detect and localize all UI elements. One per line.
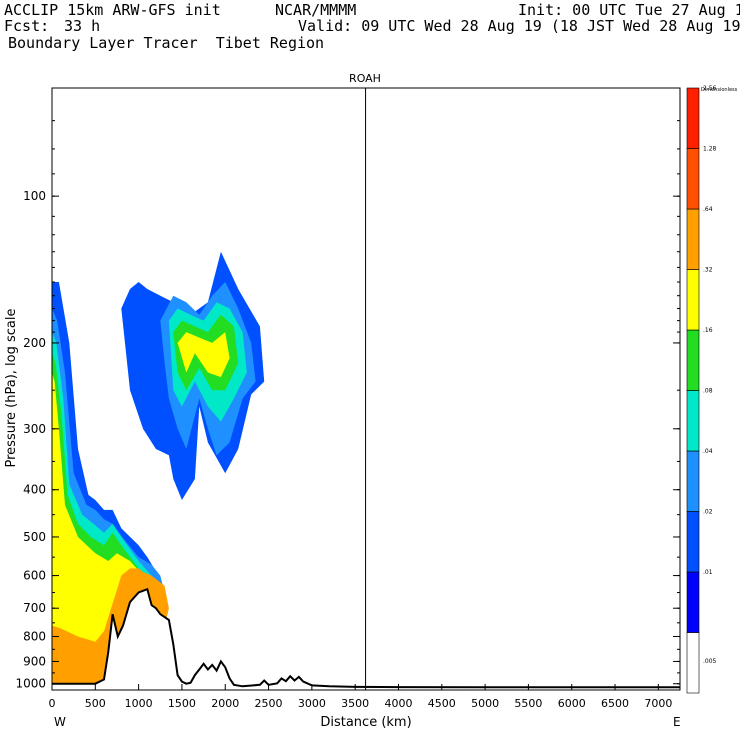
colorbar-swatch-3 <box>686 450 700 512</box>
y-tick-label-400: 400 <box>23 483 46 497</box>
colorbar-swatch-1 <box>686 571 700 633</box>
colorbar-label-3: .04 <box>703 448 713 455</box>
x-tick-label-5500: 5500 <box>514 697 542 710</box>
colorbar-label-9: 2.56 <box>703 85 717 92</box>
x-tick-label-3000: 3000 <box>298 697 326 710</box>
x-tick-label-1000: 1000 <box>125 697 153 710</box>
colorbar-label-2: .02 <box>703 509 713 516</box>
terrain-fill <box>52 589 680 690</box>
valid-time: Valid: 09 UTC Wed 28 Aug 19 (18 JST Wed … <box>298 17 740 35</box>
y-tick-label-200: 200 <box>23 336 46 350</box>
x-axis-west-label: W <box>54 715 66 729</box>
x-tick-label-6000: 6000 <box>558 697 586 710</box>
x-tick-label-4500: 4500 <box>428 697 456 710</box>
terrain-line <box>52 587 680 689</box>
y-tick-label-700: 700 <box>23 601 46 615</box>
colorbar-label-5: .16 <box>703 327 713 334</box>
colorbar-swatch-0 <box>686 632 700 694</box>
org-label: NCAR/MMMM <box>275 1 357 19</box>
colorbar-label-1: .01 <box>703 569 713 576</box>
forecast-label: Fcst: <box>4 17 50 35</box>
colorbar-label-6: .32 <box>703 267 713 274</box>
colorbar-label-4: .08 <box>703 388 713 395</box>
x-tick-label-5000: 5000 <box>471 697 499 710</box>
y-tick-label-500: 500 <box>23 530 46 544</box>
y-tick-label-300: 300 <box>23 422 46 436</box>
x-tick-label-4000: 4000 <box>384 697 412 710</box>
x-tick-label-3500: 3500 <box>341 697 369 710</box>
colorbar-label-0: .005 <box>703 658 717 665</box>
colorbar-label-8: 1.28 <box>703 146 717 153</box>
y-tick-label-800: 800 <box>23 629 46 643</box>
product-title: Boundary Layer Tracer Tibet Region <box>8 34 325 52</box>
colorbar-swatch-5 <box>686 329 700 391</box>
x-axis-east-label: E <box>673 715 681 729</box>
x-tick-label-7000: 7000 <box>644 697 672 710</box>
colorbar-label-7: .64 <box>703 206 713 213</box>
x-axis-label: Distance (km) <box>320 715 411 730</box>
y-tick-label-900: 900 <box>23 654 46 668</box>
y-axis-label: Pressure (hPa), log scale <box>4 309 19 468</box>
colorbar-unit-label: Dimensionless <box>701 87 738 93</box>
colorbar-swatch-2 <box>686 511 700 573</box>
x-tick-label-1500: 1500 <box>168 697 196 710</box>
x-tick-label-2500: 2500 <box>255 697 283 710</box>
x-tick-label-2000: 2000 <box>211 697 239 710</box>
x-tick-label-0: 0 <box>49 697 56 710</box>
tracer-region-10 <box>177 332 230 378</box>
colorbar-swatch-8 <box>686 148 700 210</box>
y-tick-label-1000: 1000 <box>15 677 46 691</box>
forecast-hours: 33 h <box>64 17 101 35</box>
x-tick-label-6500: 6500 <box>601 697 629 710</box>
y-tick-label-600: 600 <box>23 569 46 583</box>
colorbar-swatch-4 <box>686 390 700 452</box>
colorbar-swatch-7 <box>686 208 700 270</box>
plot-frame <box>51 87 681 691</box>
chart-title: ROAH <box>349 72 381 85</box>
x-tick-label-500: 500 <box>85 697 106 710</box>
y-tick-label-100: 100 <box>23 189 46 203</box>
model-title: ACCLIP 15km ARW-GFS init <box>4 1 221 19</box>
colorbar-swatch-9 <box>686 87 700 149</box>
colorbar-swatch-6 <box>686 269 700 331</box>
init-time: Init: 00 UTC Tue 27 Aug 19 <box>518 1 740 19</box>
